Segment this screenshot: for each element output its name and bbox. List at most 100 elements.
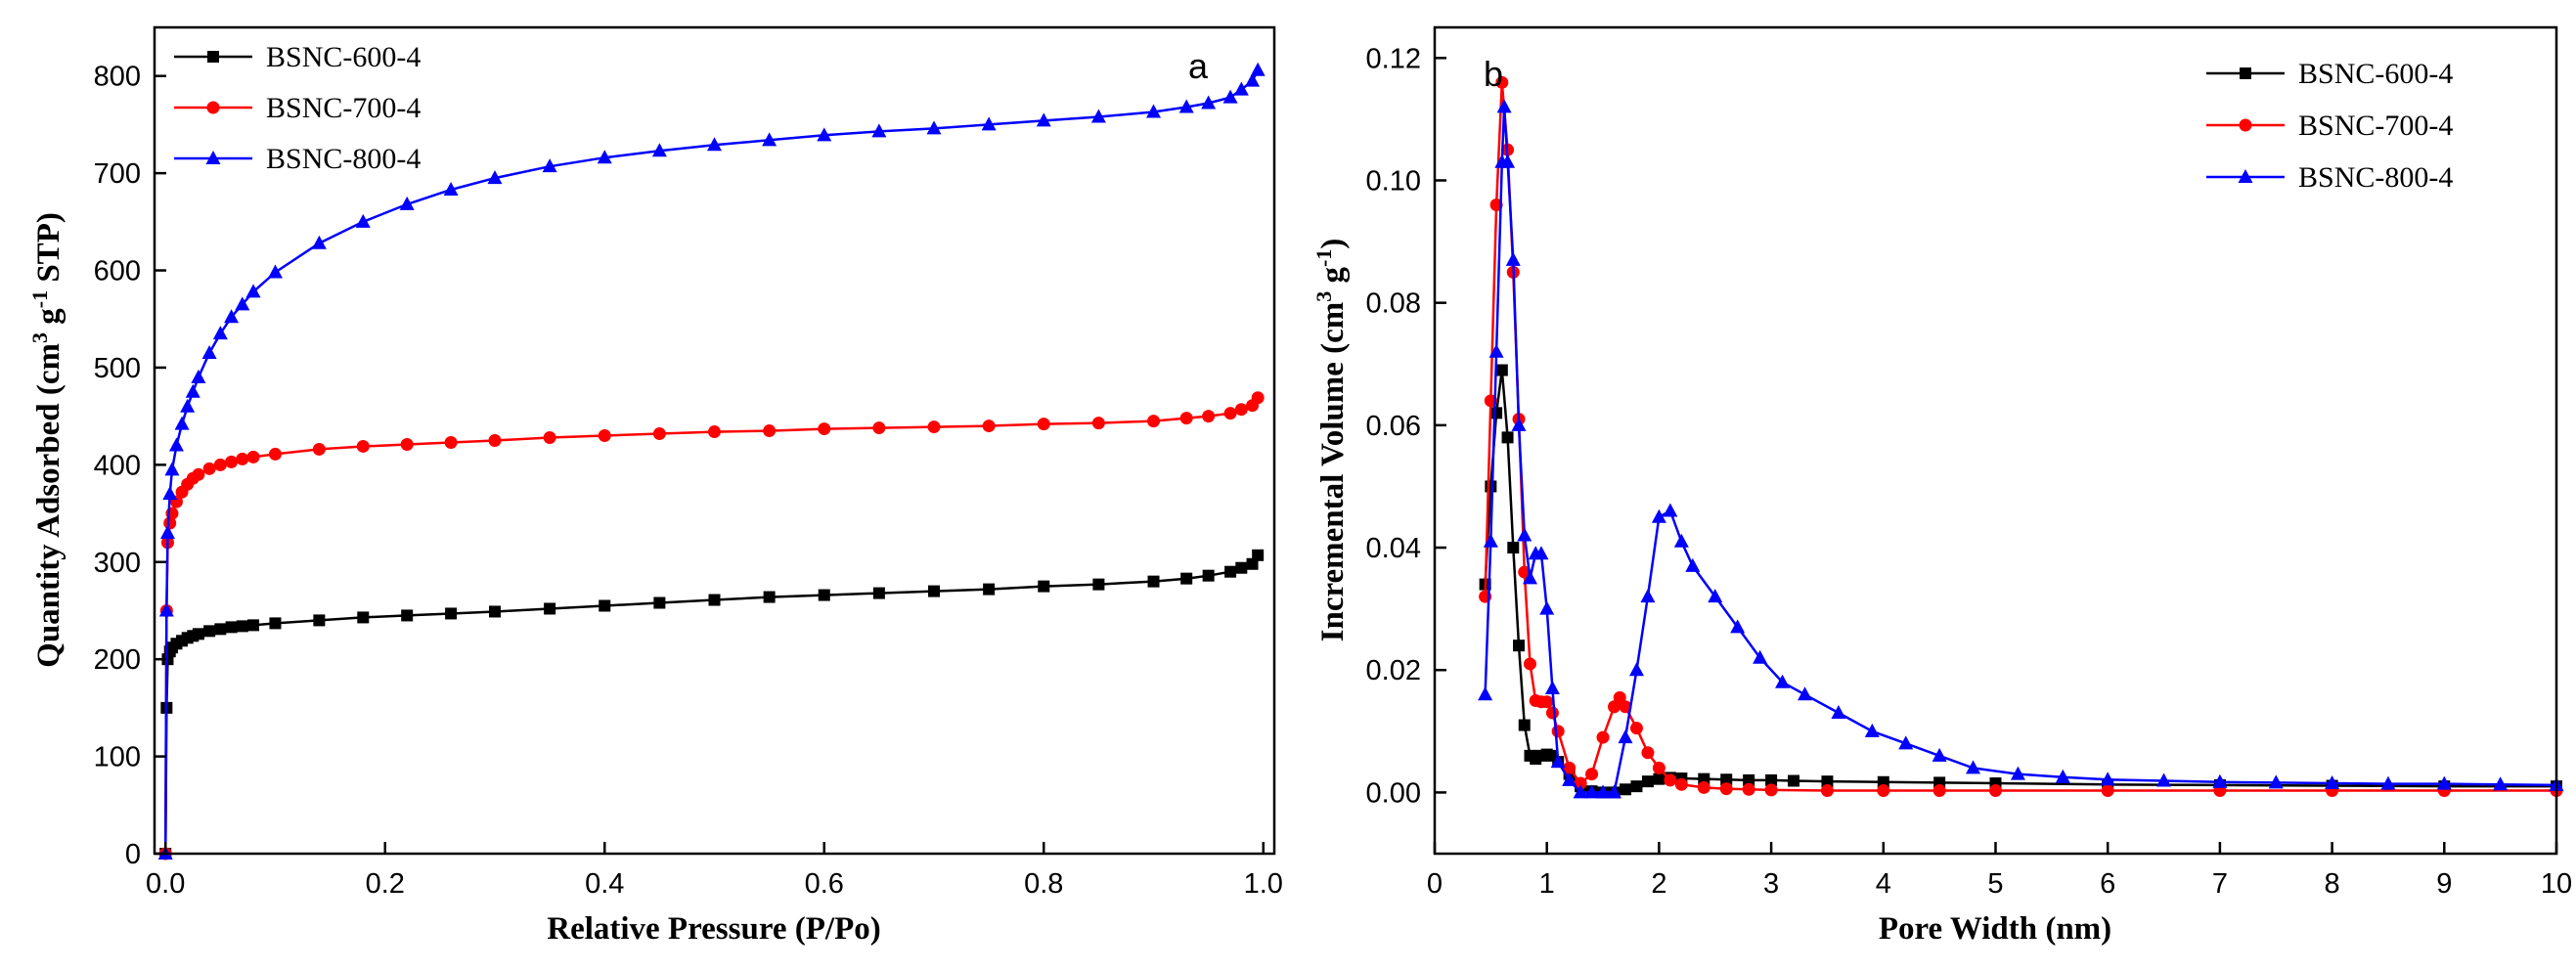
- panel-b-data-point: [1511, 417, 1527, 431]
- panel-a-data-point: [928, 585, 941, 597]
- panel-b-data-point: [2380, 775, 2396, 790]
- panel-b-y-axis-title-part-2: g: [1315, 266, 1351, 290]
- panel-a-data-point: [162, 486, 178, 501]
- panel-a-data-point: [763, 591, 776, 603]
- panel-a-data-point: [224, 309, 240, 324]
- panel-a-data-point: [1233, 81, 1249, 96]
- panel-a-legend-label: BSNC-800-4: [266, 143, 421, 175]
- panel-b-x-tick-label: 4: [1876, 868, 1891, 900]
- panel-b-data-point: [1619, 783, 1631, 796]
- panel-a-data-point: [872, 587, 885, 599]
- panel-b-data-point: [1708, 589, 1723, 603]
- panel-b-data-point: [1989, 784, 2002, 798]
- panel-a-data-point: [192, 628, 204, 640]
- panel-a-data-point: [357, 611, 370, 624]
- panel-a-data-point: [236, 620, 248, 633]
- panel-b-data-point: [1641, 746, 1655, 760]
- panel-b-y-tick-label: 0.08: [1366, 288, 1421, 320]
- panel-b-data-point: [2268, 774, 2284, 789]
- panel-a-data-point: [246, 450, 260, 463]
- panel-a-data-point: [488, 605, 501, 618]
- panel-a-data-point: [982, 419, 996, 433]
- panel-b-data-point: [1932, 747, 1947, 762]
- panel-a-series-line: [163, 69, 1260, 855]
- panel-b-data-point: [1673, 533, 1689, 548]
- panel-a-data-point: [983, 583, 996, 596]
- panel-a-data-point: [488, 434, 502, 447]
- panel-b-data-point: [1966, 760, 1981, 774]
- panel-b-legend-entry: BSNC-600-4: [2206, 58, 2453, 90]
- panel-a-data-point: [185, 383, 200, 398]
- panel-a-data-point: [599, 599, 611, 612]
- panel-b-data-point: [1490, 407, 1503, 419]
- panel-b-legend-label: BSNC-700-4: [2298, 110, 2453, 142]
- panel-b-data-point: [1523, 657, 1536, 671]
- panel-a-data-point: [1234, 403, 1248, 417]
- panel-b-y-axis-title-sup-1: 3: [1311, 291, 1336, 302]
- panel-b-y-tick-label: 0.02: [1366, 655, 1421, 686]
- panel-a-y-tick-label: 0: [125, 839, 141, 870]
- panel-b-data-point: [1500, 154, 1516, 168]
- panel-a-data-point: [927, 420, 941, 434]
- panel-a-data-point: [225, 621, 238, 634]
- panel-b-data-point: [1574, 776, 1587, 790]
- panel-a-data-point: [159, 524, 175, 539]
- panel-a-data-point: [247, 619, 260, 632]
- panel-a-data-point: [1224, 565, 1237, 578]
- panel-a-legend: BSNC-600-4 BSNC-700-4 BSNC-800-4: [174, 41, 421, 175]
- panel-a-data-point: [1146, 104, 1162, 118]
- panel-b-data-point: [1563, 761, 1577, 774]
- panel-b-data-point: [1629, 722, 1643, 735]
- panel-b-data-point: [1640, 589, 1656, 603]
- panel-a-y-tick-label: 400: [94, 450, 141, 481]
- panel-a-data-point: [267, 264, 283, 279]
- panel-b-data-point: [1550, 754, 1566, 769]
- panel-a-y-tick-label: 800: [94, 62, 141, 93]
- panel-b-legend-label: BSNC-800-4: [2298, 161, 2453, 194]
- panel-b-data-point: [1517, 527, 1532, 542]
- panel-a-data-point: [1250, 62, 1266, 76]
- panel-b-data-point: [1507, 542, 1520, 554]
- panel-b-data-point: [1821, 775, 1834, 788]
- panel-a-series-BSNC-700-4: [158, 391, 1265, 861]
- panel-a-data-point: [1091, 417, 1105, 430]
- panel-b-data-point: [1483, 533, 1498, 548]
- panel-b-data-point: [2493, 776, 2509, 791]
- panel-a-data-point: [762, 132, 777, 147]
- panel-b-legend-label: BSNC-600-4: [2298, 58, 2453, 90]
- panel-b-data-point: [1664, 773, 1677, 787]
- panel-a-data-point: [399, 196, 415, 210]
- panel-b-data-point: [1743, 773, 1755, 786]
- panel-a-y-axis-title-sup-1: 3: [27, 332, 52, 343]
- panel-a-data-point: [817, 127, 832, 142]
- panel-a-data-point: [191, 369, 206, 383]
- panel-a-y-axis-title-part-1: Quantity Adsorbed (cm: [31, 343, 67, 668]
- panel-a-data-point: [1202, 569, 1215, 582]
- panel-b-data-point: [2156, 772, 2172, 787]
- panel-a-data-point: [1036, 112, 1051, 127]
- panel-b-data-point: [1585, 768, 1599, 781]
- panel-a-data-point: [311, 235, 327, 249]
- panel-b-data-point: [1608, 700, 1621, 714]
- panel-a-data-point: [926, 120, 942, 135]
- panel-a-legend-marker: [206, 101, 220, 114]
- panel-b-data-point: [1765, 773, 1778, 786]
- panel-a-data-point: [1201, 95, 1217, 110]
- panel-b-data-point: [1533, 546, 1549, 560]
- panel-b-data-point: [1518, 719, 1531, 731]
- panel-b-data-point: [1831, 705, 1846, 720]
- panel-b-data-point: [1685, 557, 1701, 572]
- panel-b-data-point: [2101, 784, 2114, 798]
- panel-b-data-point: [1522, 570, 1537, 585]
- panel-b-x-axis-title: Pore Width (nm): [1879, 911, 2111, 947]
- panel-b-data-point: [1820, 784, 1834, 798]
- panel-b-x-tick-label: 8: [2325, 868, 2340, 900]
- panel-a-data-point: [1180, 572, 1193, 585]
- panel-a-data-point: [707, 137, 722, 152]
- panel-b-data-point: [1595, 784, 1611, 799]
- panel-a-data-point: [212, 326, 228, 340]
- panel-a-legend-label: BSNC-700-4: [266, 92, 421, 124]
- panel-b-data-point: [1697, 780, 1710, 794]
- panel-a-plot-frame: [153, 25, 1276, 856]
- panel-a-legend-entry: BSNC-700-4: [174, 92, 421, 124]
